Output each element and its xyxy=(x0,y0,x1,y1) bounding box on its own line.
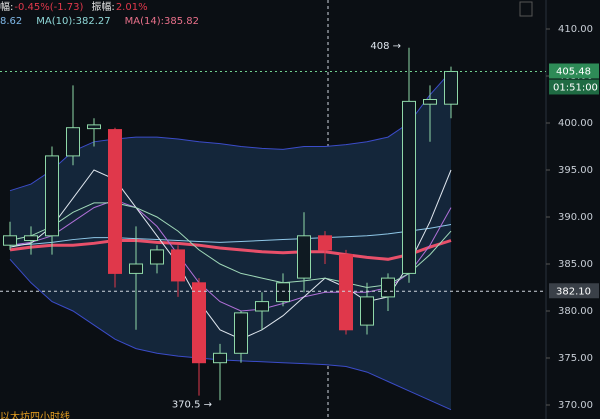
y-tick-label: 410.00 xyxy=(558,24,593,35)
annotation: 408 → xyxy=(370,41,401,52)
ma-text: MA(14):385.82 xyxy=(125,16,199,27)
annotation: 370.5 → xyxy=(172,399,212,410)
candle-body xyxy=(423,99,437,105)
last-price-box xyxy=(549,63,599,79)
candle-body xyxy=(3,235,17,246)
candle-body xyxy=(171,249,185,282)
band-upper xyxy=(9,70,452,192)
cross-price-box xyxy=(549,283,599,299)
header-text: -0.45%(-1.73) xyxy=(14,2,83,13)
candle-body xyxy=(381,277,395,298)
y-tick-label: 390.00 xyxy=(558,212,593,223)
y-tick-label: 375.00 xyxy=(558,353,593,364)
candle-body xyxy=(129,263,143,274)
candle-body xyxy=(213,352,227,364)
candle-body xyxy=(66,127,80,157)
last-price-label: 405.48 xyxy=(556,66,591,77)
countdown-box xyxy=(549,79,599,95)
candle-body xyxy=(297,235,311,279)
candle-body xyxy=(108,129,122,274)
y-tick-label: 395.00 xyxy=(558,165,593,176)
candle-body xyxy=(234,312,248,354)
candle-body xyxy=(45,155,59,237)
y-tick-label: 370.00 xyxy=(558,400,593,411)
y-tick-label: 385.00 xyxy=(558,259,593,270)
ma-text: 8.62 xyxy=(0,16,22,27)
y-tick-label: 380.00 xyxy=(558,306,593,317)
moving-average xyxy=(9,239,452,261)
moving-average xyxy=(9,169,452,340)
band-middle xyxy=(9,224,452,246)
candle-body xyxy=(24,235,38,242)
header-text: 2.01% xyxy=(116,2,148,13)
y-tick-label: 400.00 xyxy=(558,118,593,129)
candle-body xyxy=(276,282,290,303)
candle-body xyxy=(150,249,164,265)
candle-body xyxy=(444,70,458,105)
candle-body xyxy=(360,296,374,326)
candle-body xyxy=(318,235,332,251)
candle-body xyxy=(87,124,101,130)
candle-body xyxy=(402,100,416,274)
header-text: 振幅: xyxy=(91,0,114,13)
ma-text: MA(10):382.27 xyxy=(36,16,110,27)
countdown-label: 01:51:00 xyxy=(553,82,598,93)
moving-average xyxy=(9,202,452,289)
caption: 以太坊四小时线 xyxy=(0,410,70,419)
candle-body xyxy=(339,254,353,331)
candle-body xyxy=(192,282,206,364)
header-text: 幅: xyxy=(0,0,13,13)
moving-average xyxy=(9,199,452,312)
band-lower xyxy=(9,258,452,411)
cross-price-label: 382.10 xyxy=(556,286,591,297)
candle-body xyxy=(255,301,269,312)
icon xyxy=(519,1,533,17)
